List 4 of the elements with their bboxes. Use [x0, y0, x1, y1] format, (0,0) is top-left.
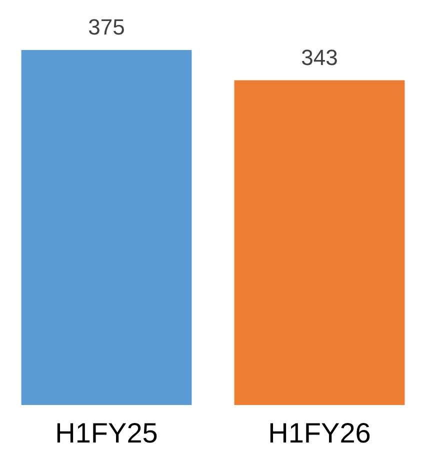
- x-tick-label: H1FY25: [55, 418, 158, 448]
- data-label: 375: [88, 14, 125, 40]
- data-label: 343: [301, 44, 338, 70]
- x-tick-label: H1FY26: [268, 418, 371, 448]
